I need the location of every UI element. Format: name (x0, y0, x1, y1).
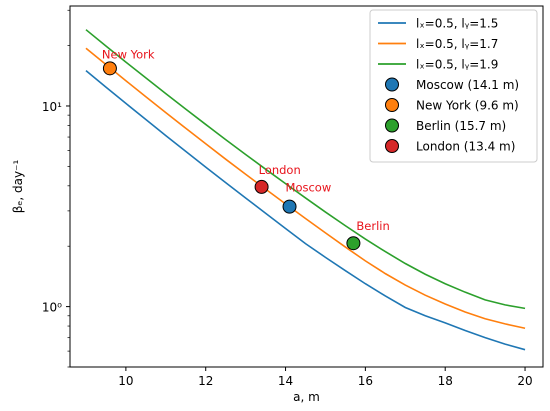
x-tick-label: 20 (517, 374, 532, 388)
city-annotation-london: London (259, 163, 301, 177)
legend-marker-swatch (385, 139, 399, 153)
city-points (102, 61, 361, 251)
series-line-1 (85, 70, 526, 351)
legend-entry-label: lₓ=0.5, lᵧ=1.9 (416, 58, 498, 72)
legend-entry-label: Moscow (14.1 m) (416, 78, 519, 92)
y-tick-label: 10¹ (42, 100, 62, 114)
x-tick-label: 14 (278, 374, 293, 388)
x-tick-label: 16 (358, 374, 373, 388)
legend-marker-swatch (385, 77, 399, 92)
series-line-3 (85, 29, 526, 310)
city-annotation-moscow: Moscow (286, 181, 332, 195)
legend-entry-label: Berlin (15.7 m) (416, 119, 506, 133)
city-point-london (254, 179, 269, 194)
legend-marker-swatch (385, 118, 399, 133)
city-point-new-york (102, 61, 117, 76)
city-annotation-berlin: Berlin (356, 219, 389, 233)
series-line-2 (85, 47, 526, 330)
legend-marker-swatch (385, 98, 399, 112)
series-lines (85, 29, 526, 351)
x-axis-ticks: 10 12 14 16 18 20 (118, 367, 533, 388)
x-tick-label: 10 (118, 374, 133, 388)
city-annotations: Moscow New York Berlin London (102, 47, 390, 233)
city-point-moscow (282, 199, 297, 214)
plot-area-frame (69, 5, 544, 368)
y-tick-label: 10⁰ (42, 301, 62, 315)
legend-entry-label: lₓ=0.5, lᵧ=1.7 (416, 37, 498, 51)
x-axis-label: a, m (293, 390, 320, 404)
legend: lₓ=0.5, lᵧ=1.5 lₓ=0.5, lᵧ=1.7 lₓ=0.5, lᵧ=1… (369, 9, 538, 163)
x-tick-label: 18 (438, 374, 453, 388)
x-tick-label: 12 (198, 374, 213, 388)
city-point-berlin (346, 236, 361, 251)
y-axis-ticks: 10⁰ 10¹ (42, 9, 70, 368)
legend-entry-label: New York (9.6 m) (416, 99, 519, 113)
legend-entry-label: London (13.4 m) (416, 140, 515, 154)
y-axis-label: βₑ, day⁻¹ (11, 160, 25, 214)
city-annotation-new-york: New York (102, 47, 155, 61)
legend-box (369, 9, 538, 163)
legend-entry-label: lₓ=0.5, lᵧ=1.5 (416, 17, 498, 31)
